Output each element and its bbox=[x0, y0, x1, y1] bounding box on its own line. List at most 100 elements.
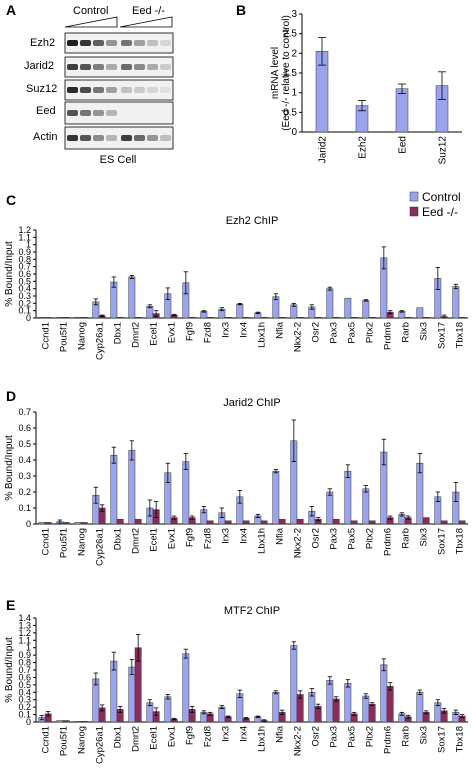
legend-swatch-eed bbox=[409, 206, 419, 217]
blot-band bbox=[67, 110, 78, 116]
bar-pitx2-control bbox=[362, 300, 370, 319]
bar-pax5-eed bbox=[350, 520, 358, 525]
blot-band bbox=[93, 40, 104, 46]
category-label-rarb: Rarb bbox=[400, 528, 411, 549]
y-axis-label: % Bound/Input bbox=[4, 241, 15, 307]
y-tick-label: 0 bbox=[26, 717, 31, 727]
category-label-fzd8: Fzd8 bbox=[202, 322, 213, 343]
bar-dbx1-eed bbox=[116, 317, 124, 319]
panel-letter-e: E bbox=[6, 597, 16, 613]
category-label-six3: Six3 bbox=[418, 726, 429, 744]
category-label-nkx2-2: Nkx2-2 bbox=[292, 322, 303, 352]
bar-nkx2-2-control bbox=[290, 304, 298, 319]
bar-lbx1h-eed bbox=[260, 317, 268, 319]
category-label-sox17: Sox17 bbox=[436, 726, 447, 753]
blot-strip-0 bbox=[64, 32, 174, 54]
category-label-jarid2: Jarid2 bbox=[318, 136, 329, 164]
blot-band bbox=[160, 87, 171, 93]
bar-irx3-eed bbox=[224, 520, 232, 525]
bar-fzd8-eed bbox=[206, 317, 214, 319]
blot-label-jarid2: Jarid2 bbox=[24, 60, 54, 72]
category-label-evx1: Evx1 bbox=[166, 726, 177, 747]
y-axis-label: % Bound/Input bbox=[4, 637, 15, 703]
bar-pitx2-eed bbox=[368, 317, 376, 319]
panel-letter-b: B bbox=[236, 2, 247, 18]
category-label-pou5f1: Pou5f1 bbox=[58, 322, 69, 352]
eed-dilution-wedge bbox=[119, 16, 173, 28]
y-tick-label: 0.4 bbox=[18, 455, 31, 465]
bar-pou5f1-control bbox=[56, 317, 64, 319]
blot-band bbox=[134, 87, 145, 93]
bar-fgf9-eed bbox=[188, 317, 196, 319]
legend-swatch-control bbox=[409, 191, 419, 202]
category-label-dmrt2: Dmrt2 bbox=[130, 726, 141, 752]
bar-six3-control bbox=[416, 692, 424, 723]
y-tick-label: 0.6 bbox=[18, 672, 31, 682]
y-tick-label: 0.3 bbox=[18, 695, 31, 705]
y-tick-label: 0.8 bbox=[18, 658, 31, 668]
category-label-pitx2: Pitx2 bbox=[364, 322, 375, 343]
header-eed: Eed -/- bbox=[132, 5, 165, 17]
blot-band bbox=[160, 135, 171, 141]
bar-nkx2-2-control bbox=[290, 645, 298, 723]
bar-ccnd1-control bbox=[38, 522, 46, 525]
bar-pax5-control bbox=[344, 297, 352, 319]
bar-dbx1-eed bbox=[116, 518, 124, 525]
category-label-nanog: Nanog bbox=[76, 322, 87, 350]
bar-irx4-eed bbox=[242, 520, 250, 525]
category-label-irx3: Irx3 bbox=[220, 322, 231, 338]
y-tick-label: 1 bbox=[291, 88, 297, 99]
category-label-irx3: Irx3 bbox=[220, 726, 231, 742]
bar-dmrt2-control bbox=[128, 276, 136, 319]
blot-band bbox=[67, 40, 78, 46]
panel-c: 0 0.1 0.2 0.3 0.4 0.5 0.6 0.7 0.8 0.9 1 1.1 1.2 Ccnd1… bbox=[0, 190, 474, 386]
panel-letter-c: C bbox=[6, 192, 17, 208]
bar-pax3-control bbox=[326, 680, 334, 723]
category-label-dbx1: Dbx1 bbox=[112, 528, 123, 550]
category-label-rarb: Rarb bbox=[400, 322, 411, 343]
category-label-cyp26a1: Cyp26a1 bbox=[94, 726, 105, 764]
blot-band bbox=[67, 87, 78, 93]
western-blot-panel: Control Eed -/- ES Cell Ezh2 Jarid2 Suz1… bbox=[0, 0, 236, 180]
y-axis-label: (Eed -/- relative to control) bbox=[281, 15, 292, 131]
y-tick-label: 2.5 bbox=[283, 29, 297, 40]
chart-title: Ezh2 ChIP bbox=[226, 215, 279, 227]
bar-pax5-eed bbox=[350, 317, 358, 319]
legend-label-eed: Eed -/- bbox=[422, 205, 458, 219]
blot-band bbox=[121, 87, 132, 93]
category-label-irx3: Irx3 bbox=[220, 528, 231, 544]
mrna-level-chart: 0 0.5 1 1.5 2 2.5 3 Jarid2 Ezh2 Eed Suz12 mRNA leve… bbox=[270, 9, 462, 164]
category-label-pax3: Pax3 bbox=[328, 528, 339, 550]
bar-dmrt2-control bbox=[128, 450, 136, 525]
blot-band bbox=[147, 87, 158, 93]
blot-band bbox=[147, 135, 158, 141]
blot-band bbox=[121, 64, 132, 70]
bar-irx4-control bbox=[236, 303, 244, 319]
category-label-ecel1: Ecel1 bbox=[148, 322, 159, 346]
category-label-nkx2-2: Nkx2-2 bbox=[292, 528, 303, 558]
category-label-nfia: Nfia bbox=[274, 527, 285, 545]
category-label-pax5: Pax5 bbox=[346, 726, 357, 748]
y-tick-label: 0.7 bbox=[18, 262, 31, 272]
bar-dbx1-control bbox=[110, 454, 118, 525]
category-label-sox17: Sox17 bbox=[436, 322, 447, 349]
blot-label-actin: Actin bbox=[33, 131, 58, 143]
bar-six3-control bbox=[416, 307, 424, 319]
mtf2-chip-chart: 00.10.20.30.40.50.60.70.80.911.11.21.31.… bbox=[4, 605, 468, 764]
bar-nanog-eed bbox=[80, 317, 88, 319]
y-tick-label: 0.5 bbox=[18, 680, 31, 690]
category-label-nfia: Nfia bbox=[274, 725, 285, 743]
bar-pax3-eed bbox=[332, 698, 340, 723]
blot-band bbox=[93, 135, 104, 141]
bar-fgf9-control bbox=[182, 653, 190, 723]
category-label-ccnd1: Ccnd1 bbox=[40, 322, 51, 349]
panel-letter-d: D bbox=[6, 388, 17, 404]
y-tick-label: 0.4 bbox=[18, 687, 31, 697]
category-label-dmrt2: Dmrt2 bbox=[130, 322, 141, 348]
bar-tbx18-eed bbox=[458, 317, 466, 319]
bar-nkx2-2-eed bbox=[296, 694, 304, 723]
y-tick-label: 0.2 bbox=[18, 702, 31, 712]
category-label-dbx1: Dbx1 bbox=[112, 322, 123, 344]
y-tick-label: 1.2 bbox=[18, 225, 31, 235]
category-label-ccnd1: Ccnd1 bbox=[40, 726, 51, 753]
